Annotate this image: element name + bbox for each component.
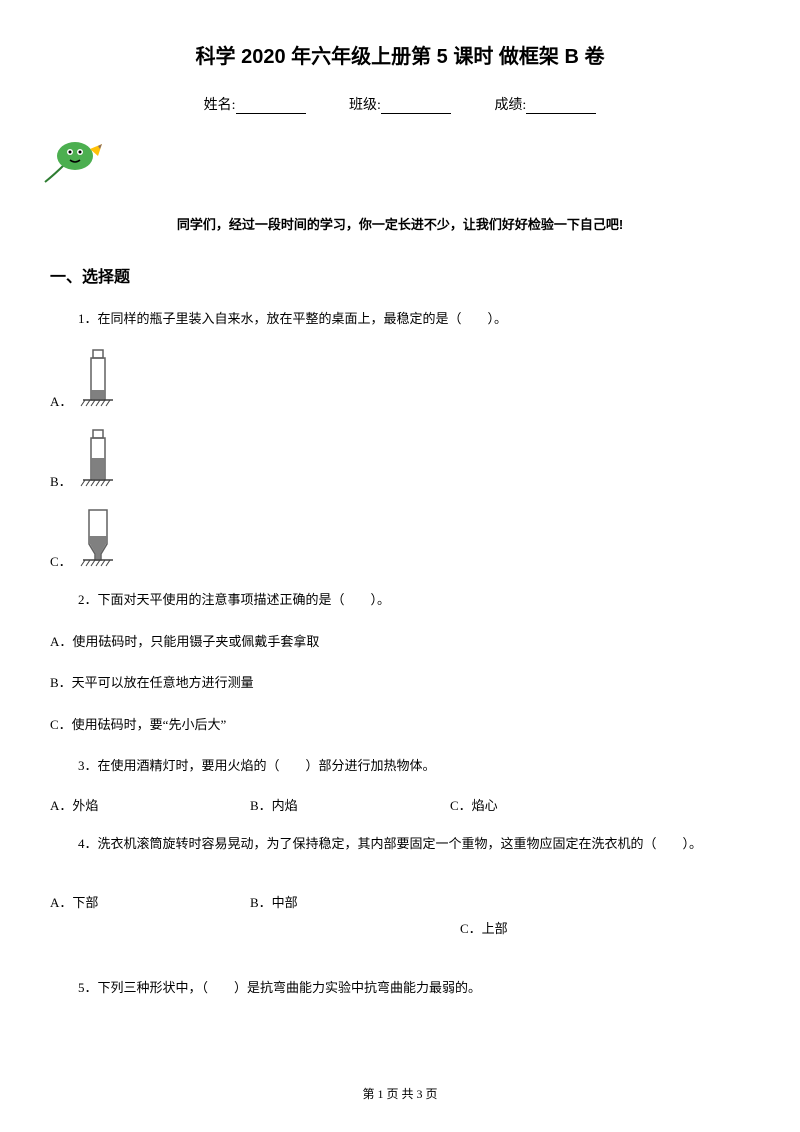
name-blank[interactable] (236, 113, 306, 114)
q3-option-c: C．焰心 (450, 795, 650, 814)
bottle-a-icon (77, 348, 127, 410)
score-label: 成绩: (494, 98, 526, 113)
q1-option-b: B． (50, 428, 750, 490)
page-footer: 第 1 页 共 3 页 (0, 1085, 800, 1102)
bottle-c-icon (77, 508, 127, 570)
q4-option-a: A．下部 (50, 892, 250, 911)
q2-option-c: C．使用砝码时，要“先小后大” (50, 713, 750, 736)
q4-option-b: B．中部 (250, 892, 450, 911)
q1-option-c: C． (50, 508, 750, 570)
question-2: 2．下面对天平使用的注意事项描述正确的是（ ）。 (50, 588, 750, 611)
student-info-line: 姓名: 班级: 成绩: (50, 94, 750, 114)
class-label: 班级: (349, 98, 381, 113)
bottle-b-icon (77, 428, 127, 490)
score-blank[interactable] (526, 113, 596, 114)
q1-option-a: A． (50, 348, 750, 410)
q3-options: A．外焰 B．内焰 C．焰心 (50, 795, 750, 814)
question-5: 5．下列三种形状中，（ ）是抗弯曲能力实验中抗弯曲能力最弱的。 (50, 976, 750, 999)
pencil-icon (40, 134, 750, 194)
q2-option-a: A．使用砝码时，只能用镊子夹或佩戴手套拿取 (50, 630, 750, 653)
name-label: 姓名: (204, 98, 236, 113)
question-4: 4．洗衣机滚筒旋转时容易晃动，为了保持稳定，其内部要固定一个重物，这重物应固定在… (50, 832, 750, 855)
q1-optC-label: C． (50, 551, 72, 570)
question-1: 1．在同样的瓶子里装入自来水，放在平整的桌面上，最稳定的是（ ）。 (50, 307, 750, 330)
q1-optA-label: A． (50, 391, 72, 410)
class-blank[interactable] (381, 113, 451, 114)
page-title: 科学 2020 年六年级上册第 5 课时 做框架 B 卷 (50, 40, 750, 69)
q3-option-a: A．外焰 (50, 795, 250, 814)
q2-option-b: B．天平可以放在任意地方进行测量 (50, 671, 750, 694)
q3-option-b: B．内焰 (250, 795, 450, 814)
question-3: 3．在使用酒精灯时，要用火焰的（ ）部分进行加热物体。 (50, 754, 750, 777)
intro-text: 同学们，经过一段时间的学习，你一定长进不少，让我们好好检验一下自己吧! (50, 214, 750, 233)
q4-option-c: C．上部 (460, 917, 750, 940)
section-1-title: 一、选择题 (50, 263, 750, 287)
q4-options-ab: A．下部 B．中部 (50, 892, 750, 911)
q1-optB-label: B． (50, 471, 72, 490)
